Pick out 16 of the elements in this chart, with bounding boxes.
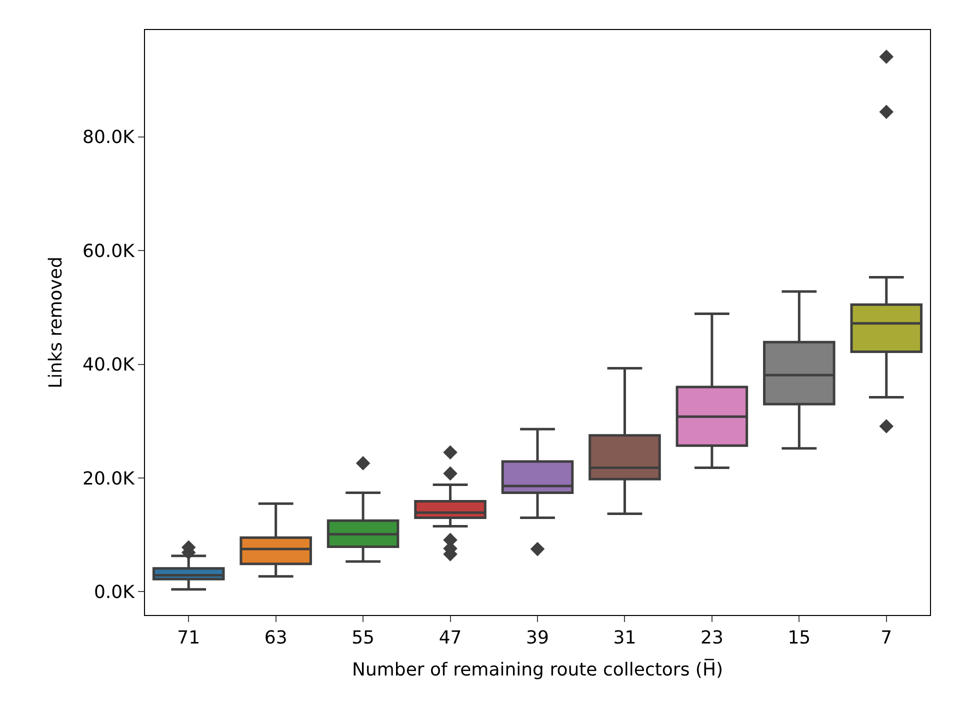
x-tick-label: 71	[177, 628, 200, 649]
y-tick-label: 80.0K	[82, 127, 136, 148]
x-tick-label: 47	[438, 628, 462, 649]
y-axis-title: Links removed	[46, 256, 67, 388]
x-tick-label: 15	[788, 628, 811, 649]
x-axis-title: Number of remaining route collectors (H̅)	[352, 658, 724, 681]
y-tick-label: 20.0K	[82, 468, 136, 490]
x-tick-label: 23	[700, 628, 724, 649]
x-tick-label: 63	[264, 628, 288, 649]
y-tick-label: 40.0K	[82, 354, 136, 376]
x-tick-label: 39	[526, 628, 549, 649]
x-tick-label: 55	[352, 628, 375, 649]
x-tick-label: 31	[613, 628, 636, 649]
x-tick-label: 7	[880, 628, 892, 649]
y-tick-label: 60.0K	[82, 240, 136, 262]
y-tick-label: 0.0K	[94, 582, 136, 603]
